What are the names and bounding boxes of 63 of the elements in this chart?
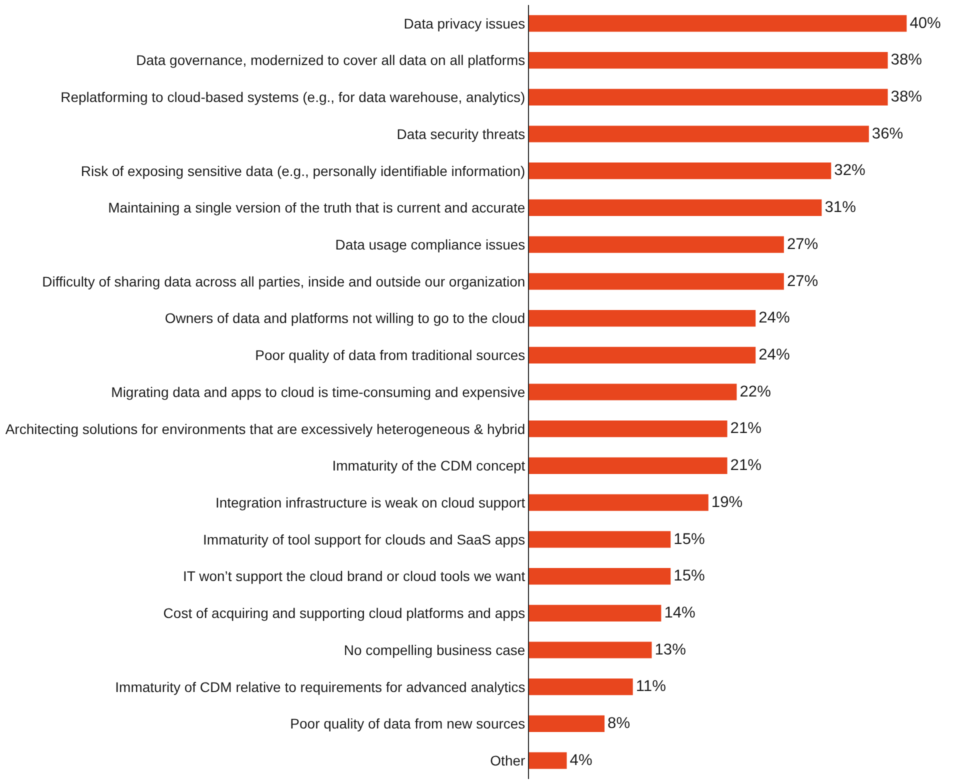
bar (529, 678, 633, 696)
data-label: 32% (834, 162, 866, 180)
y-tick-label: Difficulty of sharing data across all parties, inside and outside our organization (42, 273, 526, 290)
y-tick-label: Poor quality of data from traditional sources (255, 347, 526, 364)
bar (529, 531, 671, 548)
bar (529, 199, 822, 216)
bar (529, 126, 869, 142)
y-tick-label: Integration infrastructure is weak on cloud support (215, 494, 526, 510)
data-label: 40% (910, 14, 942, 32)
y-tick-label: Data governance, modernized to cover all data on all platforms (136, 52, 526, 68)
y-tick-label: Immaturity of the CDM concept (332, 458, 526, 474)
bar (529, 604, 662, 622)
data-label: 22% (740, 383, 772, 400)
data-label: 8% (608, 715, 630, 732)
data-label: 4% (570, 752, 592, 769)
bar (529, 346, 756, 364)
data-label: 24% (758, 310, 790, 327)
data-label: 38% (890, 88, 922, 106)
bar (529, 457, 728, 474)
data-label: 11% (636, 678, 666, 696)
bar (529, 273, 784, 290)
y-tick-label: Data privacy issues (404, 15, 526, 32)
data-label: 21% (730, 457, 762, 474)
data-label: 13% (654, 641, 686, 658)
data-label: 27% (786, 272, 818, 290)
data-label: 27% (786, 236, 818, 253)
data-label: 31% (824, 199, 856, 216)
data-label: 19% (711, 494, 743, 511)
y-tick-label: Owners of data and platforms not willing to go to the cloud (164, 310, 526, 326)
y-tick-label: Cost of acquiring and supporting cloud platforms and apps (163, 605, 526, 622)
data-label: 36% (872, 125, 904, 142)
bar (529, 642, 652, 658)
bar (529, 420, 728, 438)
y-tick-label: Migrating data and apps to cloud is time-consuming and expensive (111, 384, 526, 400)
bar (529, 15, 907, 32)
data-label: 14% (664, 604, 696, 622)
bar (529, 310, 756, 327)
bar (529, 384, 737, 400)
bar (529, 715, 605, 732)
y-tick-label: Other (490, 752, 526, 768)
bar (529, 88, 888, 106)
bar (529, 162, 832, 180)
y-tick-label: Architecting solutions for environments that are excessively heterogeneous & hybrid (5, 420, 526, 437)
y-tick-label: No compelling business case (344, 642, 526, 658)
bar (529, 568, 671, 585)
y-tick-label: Replatforming to cloud-based systems (e.g., for data warehouse, analytics) (60, 89, 526, 106)
y-tick-label: Risk of exposing sensitive data (e.g., personally identifiable information) (80, 162, 526, 179)
bar (529, 52, 888, 69)
bar (529, 494, 708, 511)
y-tick-label: Data security threats (396, 126, 526, 142)
y-tick-label: Immaturity of tool support for clouds and SaaS apps (203, 531, 526, 548)
y-tick-label: Poor quality of data from new sources (290, 716, 526, 732)
data-label: 21% (730, 420, 762, 438)
data-label: 15% (674, 568, 705, 585)
y-tick-label: Immaturity of CDM relative to requirements for advanced analytics (115, 678, 526, 695)
data-label: 38% (890, 52, 922, 69)
data-label: 15% (674, 530, 705, 548)
bar (529, 236, 784, 253)
y-tick-label: IT won’t support the cloud brand or cloud tools we want (183, 568, 526, 584)
bar (529, 752, 567, 769)
y-tick-label: Maintaining a single version of the truth that is current and accurate (108, 200, 526, 216)
data-label: 24% (758, 346, 790, 364)
y-tick-label: Data usage compliance issues (335, 236, 526, 252)
